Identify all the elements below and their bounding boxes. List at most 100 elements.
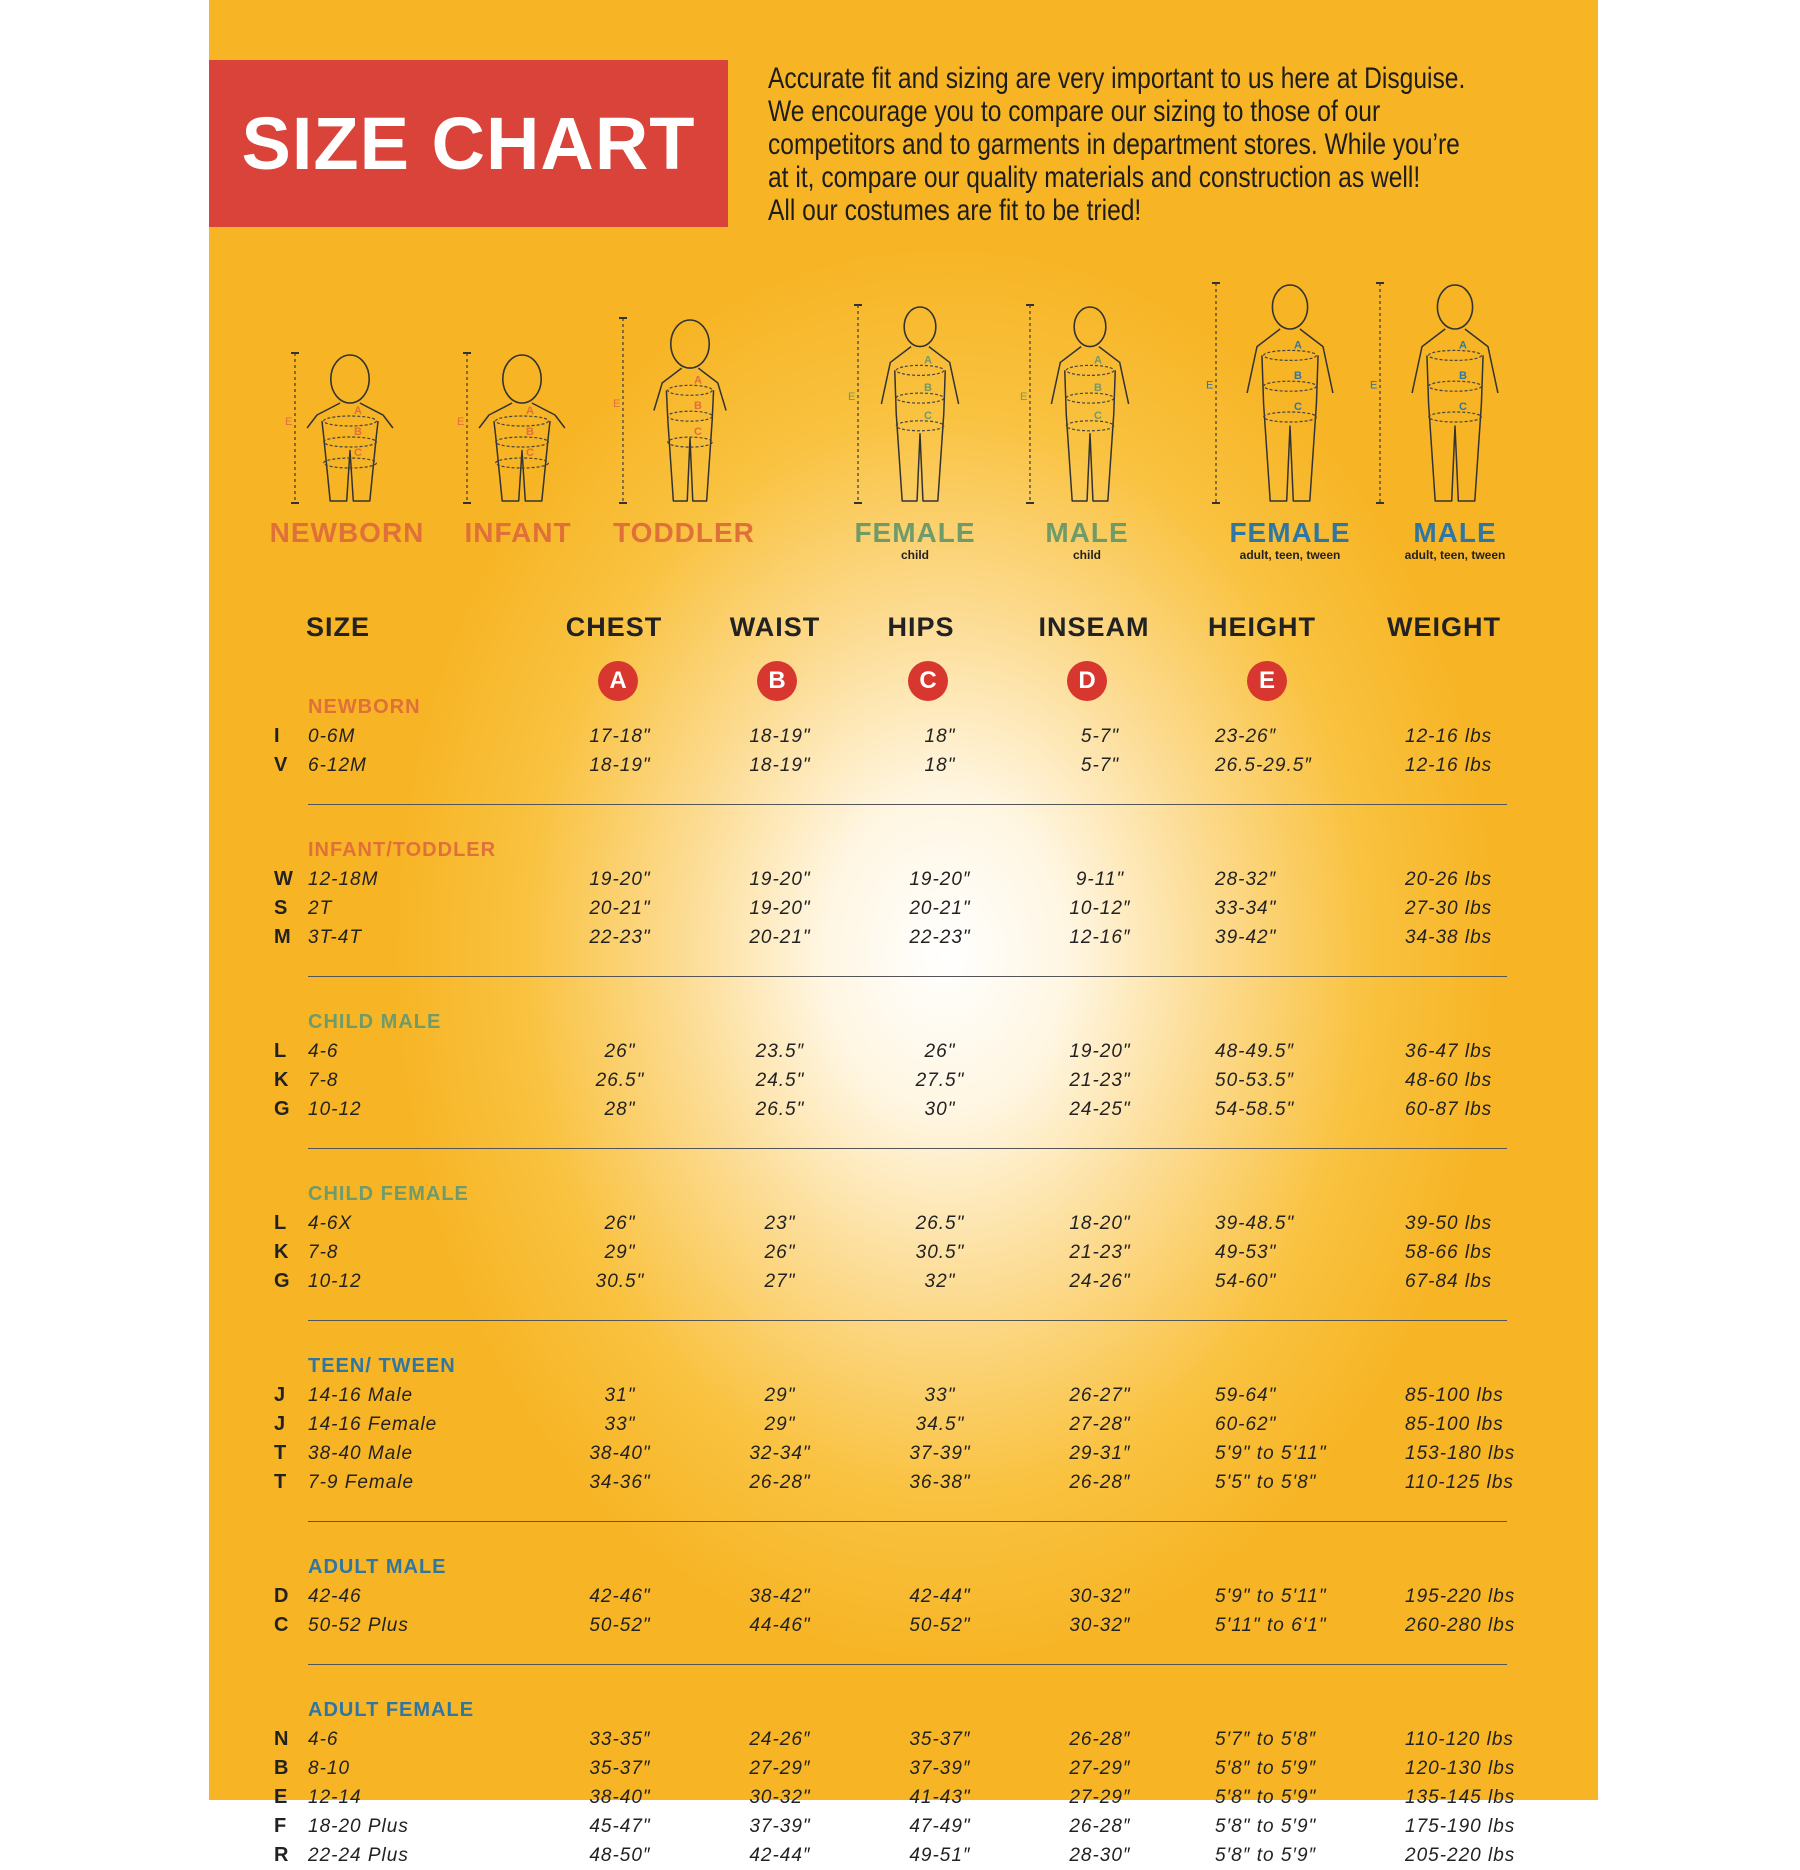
cell-height: 5′8" to 5′9" <box>1215 1787 1317 1808</box>
cell-waist: 18-19" <box>749 755 811 776</box>
cell-code: C <box>274 1614 290 1636</box>
cell-chest: 22-23" <box>589 927 651 948</box>
figure-label-main: MALE <box>1045 517 1129 548</box>
table-row: L 4-6 26" 23.5″ 26" 19-20" 48-49.5″ 36-47 lbs <box>0 1037 1800 1066</box>
cell-hips: 20-21" <box>909 898 971 919</box>
figure-label: FEMALE adult, teen, tween <box>1229 517 1350 561</box>
cell-size: 50-52 Plus <box>308 1615 409 1636</box>
figure-label: MALE adult, teen, tween <box>1405 517 1506 561</box>
cell-size: 10-12 <box>308 1271 362 1292</box>
table-row: R 22-24 Plus 48-50″ 42-44″ 49-51″ 28-30″ 5′8″ … <box>0 1841 1800 1870</box>
cell-inseam: 12-16″ <box>1069 927 1131 948</box>
cell-weight: 205-220 lbs <box>1405 1845 1516 1866</box>
measure-label: A <box>924 354 932 366</box>
measure-ring <box>895 392 945 404</box>
cell-size: 4-6 <box>308 1729 339 1750</box>
cell-waist: 38-42" <box>749 1586 811 1607</box>
measure-ring <box>667 384 713 396</box>
cell-weight: 12-16 lbs <box>1405 726 1493 747</box>
cell-waist: 26" <box>764 1242 796 1263</box>
cell-chest: 26" <box>604 1041 636 1062</box>
cell-inseam: 28-30″ <box>1069 1845 1131 1866</box>
table-row: W 12-18M 19-20" 19-20" 19-20″ 9-11" 28-32″ 20-2… <box>0 865 1800 894</box>
cell-size: 7-8 <box>308 1070 339 1091</box>
measure-label: B <box>1294 370 1302 382</box>
cell-hips: 37-39″ <box>909 1758 971 1779</box>
cell-size: 7-8 <box>308 1242 339 1263</box>
cell-size: 8-10 <box>308 1758 351 1779</box>
cell-hips: 42-44" <box>909 1586 971 1607</box>
figure-label-main: NEWBORN <box>269 517 425 548</box>
table-row: E 12-14 38-40" 30-32" 41-43" 27-29″ 5′8" to 5′… <box>0 1783 1800 1812</box>
measure-label: C <box>694 426 702 438</box>
cell-code: L <box>274 1212 288 1234</box>
cell-chest: 50-52" <box>589 1615 651 1636</box>
measure-label-e: E <box>457 416 464 428</box>
cell-chest: 31" <box>604 1385 636 1406</box>
cell-waist: 29" <box>764 1385 796 1406</box>
figure-label: INFANT <box>464 517 571 549</box>
figure-label: TODDLER <box>613 517 755 549</box>
cell-inseam: 30-32″ <box>1069 1586 1131 1607</box>
cell-height: 50-53.5″ <box>1215 1070 1295 1091</box>
measure-label: C <box>1094 410 1102 422</box>
cell-chest: 38-40" <box>589 1787 651 1808</box>
measure-badge-e: E <box>1247 661 1287 701</box>
figure-label-main: FEMALE <box>854 517 976 548</box>
cell-inseam: 24-25" <box>1069 1099 1131 1120</box>
measure-ring <box>1262 411 1317 423</box>
figure-male-child: E A B C <box>1020 304 1130 504</box>
figure-label: FEMALE child <box>854 517 975 561</box>
table-row: G 10-12 30.5" 27" 32" 24-26" 54-60" 67-84 lbs <box>0 1267 1800 1296</box>
measure-ring <box>667 436 713 448</box>
measure-ring <box>1262 380 1317 392</box>
cell-height: 5'9" to 5'11" <box>1215 1586 1327 1607</box>
measure-badge-d: D <box>1067 661 1107 701</box>
measure-ring <box>322 415 377 427</box>
table-row: K 7-8 29" 26" 30.5" 21-23" 49-53" 58-66 lbs <box>0 1238 1800 1267</box>
measure-ring <box>495 436 550 448</box>
column-header-chest: CHEST <box>565 612 663 642</box>
figure-outline <box>1411 328 1499 502</box>
measure-label: C <box>924 410 932 422</box>
figure-label-main: INFANT <box>464 517 572 548</box>
cell-inseam: 27-29″ <box>1069 1787 1131 1808</box>
measure-label-e: E <box>285 416 292 428</box>
cell-waist: 23" <box>764 1213 796 1234</box>
cell-waist: 23.5″ <box>755 1041 805 1062</box>
cell-chest: 17-18" <box>589 726 651 747</box>
table-row: B 8-10 35-37″ 27-29″ 37-39″ 27-29″ 5′8″ to 5′9… <box>0 1754 1800 1783</box>
cell-inseam: 26-28″ <box>1069 1816 1131 1837</box>
cell-hips: 35-37″ <box>909 1729 971 1750</box>
cell-waist: 19-20" <box>749 869 811 890</box>
cell-weight: 85-100 lbs <box>1405 1414 1504 1435</box>
size-table: NEWBORN I 0-6M 17-18" 18-19" 18" 5-7" 23-26″ 12-… <box>0 693 1800 1870</box>
cell-inseam: 27-29″ <box>1069 1758 1131 1779</box>
table-row: L 4-6X 26" 23" 26.5" 18-20" 39-48.5" 39-50 lbs <box>0 1209 1800 1238</box>
figure-outline <box>478 402 566 502</box>
table-row: I 0-6M 17-18" 18-19" 18" 5-7" 23-26″ 12-16 lbs <box>0 722 1800 751</box>
cell-chest: 26" <box>604 1213 636 1234</box>
cell-height: 59-64" <box>1215 1385 1277 1406</box>
cell-waist: 32-34" <box>749 1443 811 1464</box>
figure-outline <box>1246 328 1334 502</box>
cell-chest: 42-46" <box>589 1586 651 1607</box>
cell-chest: 33-35″ <box>589 1729 651 1750</box>
measure-ring <box>1065 392 1115 404</box>
cell-inseam: 26-28″ <box>1069 1729 1131 1750</box>
cell-code: R <box>274 1844 290 1866</box>
cell-hips: 18" <box>924 726 956 747</box>
cell-inseam: 30-32″ <box>1069 1615 1131 1636</box>
cell-weight: 20-26 lbs <box>1405 869 1493 890</box>
table-row: J 14-16 Female 33" 29" 34.5" 27-28" 60-62" 85-1… <box>0 1410 1800 1439</box>
cell-height: 5′8″ to 5′9″ <box>1215 1758 1317 1779</box>
cell-chest: 48-50″ <box>589 1845 651 1866</box>
group-divider <box>308 1320 1507 1321</box>
figure-outline <box>653 367 727 502</box>
cell-code: K <box>274 1069 290 1091</box>
cell-inseam: 19-20" <box>1069 1041 1131 1062</box>
measure-label: A <box>1094 354 1102 366</box>
cell-weight: 60-87 lbs <box>1405 1099 1493 1120</box>
cell-hips: 47-49" <box>909 1816 971 1837</box>
